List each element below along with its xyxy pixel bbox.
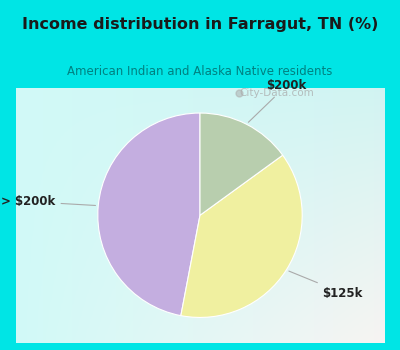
Text: Income distribution in Farragut, TN (%): Income distribution in Farragut, TN (%)	[22, 17, 378, 32]
Wedge shape	[200, 113, 283, 215]
Text: American Indian and Alaska Native residents: American Indian and Alaska Native reside…	[67, 65, 333, 78]
Wedge shape	[98, 113, 200, 316]
Text: $125k: $125k	[289, 271, 363, 300]
Wedge shape	[181, 155, 302, 317]
Text: > $200k: > $200k	[1, 195, 96, 208]
Text: City-Data.com: City-Data.com	[239, 88, 314, 98]
Text: $200k: $200k	[248, 79, 306, 122]
